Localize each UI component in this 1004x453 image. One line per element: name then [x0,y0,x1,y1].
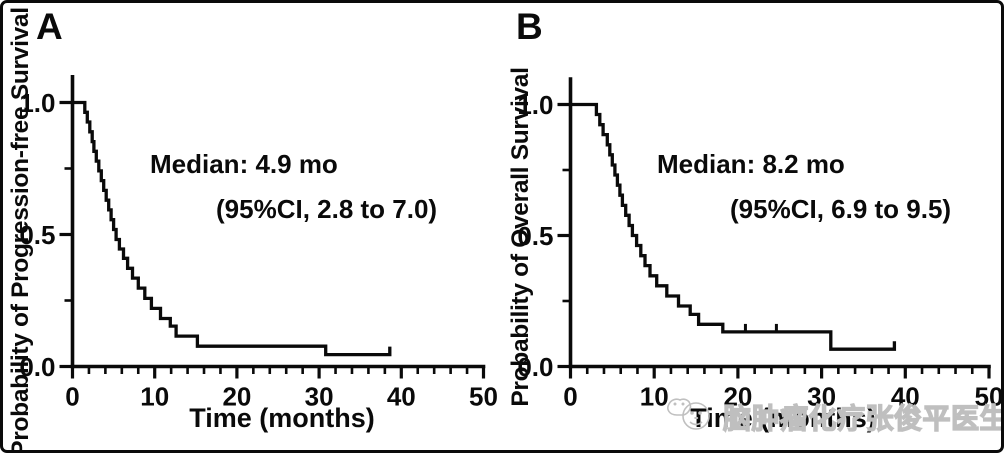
x-tick-label: 30 [305,382,334,412]
pfs-km-plot: 0 10 20 30 40 50 0.0 0.5 1.0 [19,75,498,412]
x-tick-label: 20 [222,382,251,412]
os-median-annotation: Median: 8.2 mo [657,149,845,179]
pfs-median-annotation: Median: 4.9 mo [150,149,338,179]
panel-os: 0 10 20 30 40 50 0.0 0.5 1.0 B Probability of Ov… [505,3,1004,450]
y-tick-label: 0.5 [19,220,55,250]
x-tick-label: 40 [891,382,920,412]
x-tick-label: 50 [469,382,498,412]
panel-label-a: A [36,6,63,47]
y-tick-label: 0.0 [517,352,553,382]
os-y-axis-title: Probability of Overall Survival [507,67,534,407]
x-tick-label: 0 [65,382,79,412]
x-tick-label: 50 [975,382,1004,412]
watermark: 脑肿瘤化疗张俊平医生 [663,391,1004,437]
y-tick-label: 1.0 [517,90,553,120]
os-x-axis-title: Time (months) [690,403,876,433]
y-tick-label: 0.0 [19,352,55,382]
x-tick-label: 0 [563,382,577,412]
watermark-text: 脑肿瘤化疗张俊平医生 [722,402,1004,434]
y-tick-label: 1.0 [19,88,55,118]
panel-label-b: B [516,6,543,47]
x-tick-label: 30 [807,382,836,412]
y-tick-label: 0.5 [517,221,553,251]
pfs-y-axis-title: Probability of Progression-free Survival [7,7,34,453]
pfs-ci-annotation: (95%CI, 2.8 to 7.0) [216,194,438,224]
km-curve [570,102,897,351]
os-ci-annotation: (95%CI, 6.9 to 9.5) [730,194,952,224]
x-tick-label: 10 [140,382,169,412]
x-tick-label: 10 [640,382,669,412]
panel-pfs: 0 10 20 30 40 50 0.0 0.5 1.0 A Probability of Pr… [3,3,505,453]
pfs-x-axis-title: Time (months) [189,403,375,433]
x-tick-label: 40 [387,382,416,412]
x-tick-label: 20 [723,382,752,412]
cartoon-face-logo-icon [667,398,710,430]
km-curve [72,100,392,357]
os-km-plot: 0 10 20 30 40 50 0.0 0.5 1.0 [517,77,1004,412]
